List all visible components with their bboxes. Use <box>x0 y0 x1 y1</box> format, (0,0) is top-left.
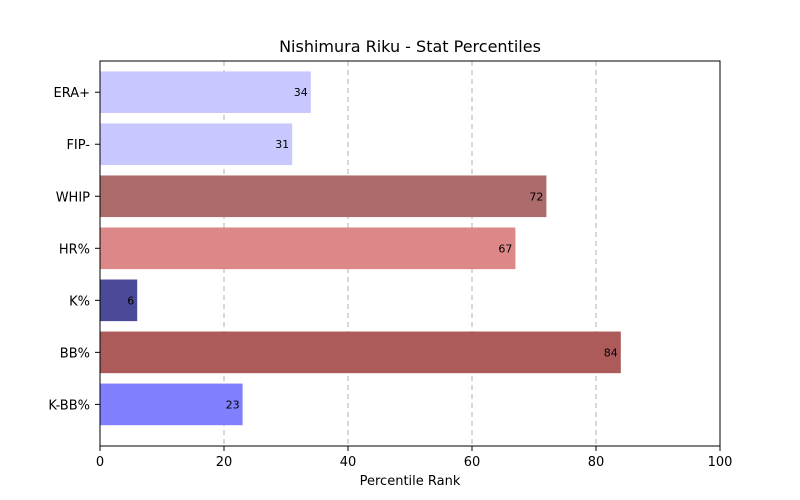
data-label-K-BB%: 23 <box>226 398 240 411</box>
x-tick-label-5: 100 <box>708 455 733 470</box>
chart-title: Nishimura Riku - Stat Percentiles <box>279 37 541 56</box>
bar-ERA+ <box>100 71 311 114</box>
data-label-BB%: 84 <box>604 346 618 359</box>
data-label-HR%: 67 <box>498 242 512 255</box>
y-tick-label-K%: K% <box>69 294 90 309</box>
bars <box>100 71 621 426</box>
bar-HR% <box>100 227 516 270</box>
bar-K-BB% <box>100 383 243 426</box>
x-tick-label-2: 40 <box>340 455 357 470</box>
y-tick-label-ERA+: ERA+ <box>53 86 90 101</box>
bar-FIP- <box>100 123 293 166</box>
y-axis-ticks: ERA+ FIP- WHIP HR% K% BB% K-BB% <box>48 86 100 413</box>
y-tick-label-FIP-: FIP- <box>66 138 90 153</box>
x-tick-label-4: 80 <box>588 455 605 470</box>
x-axis-label: Percentile Rank <box>360 474 461 489</box>
data-label-WHIP: 72 <box>529 190 543 203</box>
data-labels: 34 31 72 67 6 84 23 <box>127 86 618 411</box>
x-tick-label-0: 0 <box>96 455 104 470</box>
bar-BB% <box>100 331 621 374</box>
bar-WHIP <box>100 175 547 218</box>
data-label-FIP-: 31 <box>275 138 289 151</box>
x-tick-label-1: 20 <box>216 455 233 470</box>
x-axis-ticks: 0 20 40 60 80 100 <box>96 446 733 470</box>
x-tick-label-3: 60 <box>464 455 481 470</box>
data-label-ERA+: 34 <box>294 86 308 99</box>
y-tick-label-K-BB%: K-BB% <box>48 398 90 413</box>
y-tick-label-BB%: BB% <box>60 346 90 361</box>
y-tick-label-HR%: HR% <box>59 242 90 257</box>
data-label-K%: 6 <box>127 294 134 307</box>
y-tick-label-WHIP: WHIP <box>56 190 90 205</box>
plot-frame <box>99 60 721 447</box>
bar-K% <box>100 279 138 322</box>
